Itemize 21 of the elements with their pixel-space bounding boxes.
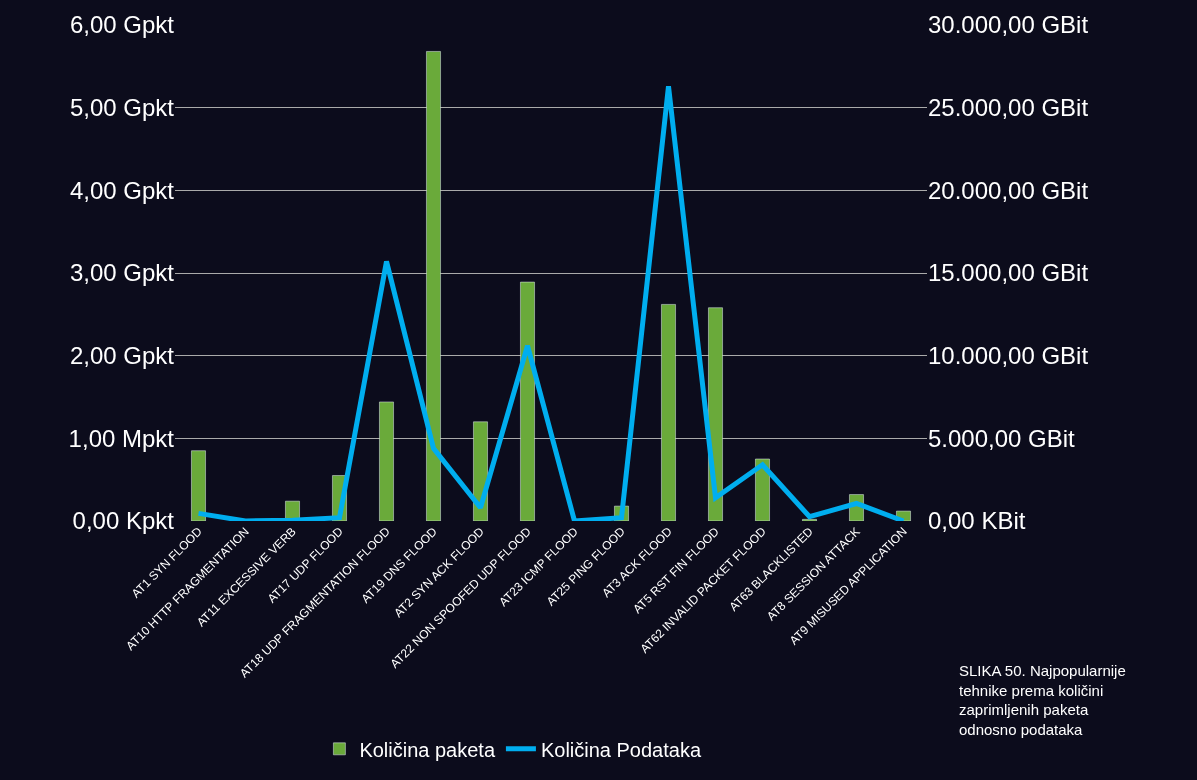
bar [426, 51, 441, 521]
y-tick-label: 3,00 Gpkt [69, 259, 175, 287]
y2-tick-label: 25.000,00 GBit [928, 94, 1089, 122]
y2-tick-label: 5.000,00 GBit [928, 424, 1076, 452]
y-tick-label: 5,00 Gpkt [69, 94, 175, 122]
y2-tick-label: 30.000,00 GBit [928, 11, 1089, 39]
legend-label: Količina Podataka [540, 738, 702, 761]
y2-tick-label: 10.000,00 GBit [928, 342, 1089, 370]
y-tick-label: 1,00 Mpkt [68, 424, 175, 452]
bar [661, 304, 676, 521]
bar [379, 401, 394, 521]
y-tick-label: 4,00 Gpkt [69, 176, 175, 204]
y2-tick-label: 20.000,00 GBit [928, 176, 1089, 204]
y2-tick-label: 0,00 KBit [928, 507, 1026, 535]
y2-tick-label: 15.000,00 GBit [928, 259, 1089, 287]
y-tick-label: 6,00 Gpkt [69, 11, 175, 39]
legend-label: Količina paketa [359, 738, 496, 761]
bar [191, 450, 206, 521]
bar [520, 281, 535, 521]
y-tick-label: 2,00 Gpkt [69, 342, 175, 370]
text: SLIKA 50. Najpopularnije tehnike prema količini zaprimljenih paketa odnosno podataka [959, 662, 1126, 738]
